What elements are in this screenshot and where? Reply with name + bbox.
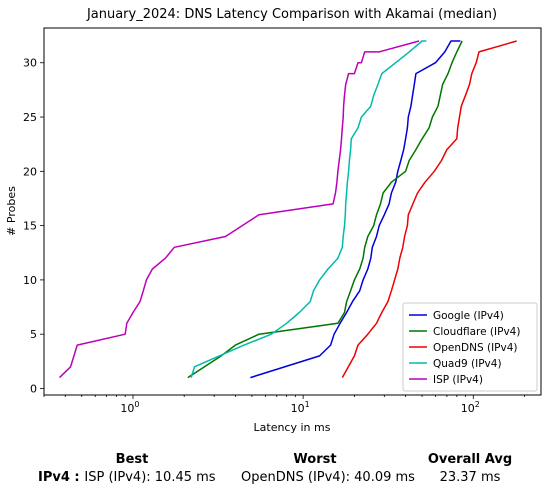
latency-chart: January_2024: DNS Latency Comparison wit…	[5, 7, 542, 434]
y-tick-label: 15	[23, 220, 37, 233]
x-tick-label: 102	[461, 400, 480, 415]
ipv4-row-label: IPv4 :	[38, 470, 80, 485]
series-line-opendns-ipv4	[341, 40, 517, 378]
avg-header: Overall Avg	[427, 452, 513, 467]
legend-label: Quad9 (IPv4)	[433, 358, 502, 370]
legend-label: Cloudflare (IPv4)	[433, 326, 520, 338]
chart-legend: Google (IPv4) Cloudflare (IPv4) OpenDNS (I…	[402, 302, 538, 392]
legend-label: Google (IPv4)	[433, 310, 504, 322]
y-tick-label: 30	[23, 57, 37, 70]
best-header: Best	[115, 452, 149, 467]
y-tick-label: 5	[30, 328, 37, 341]
legend-box	[402, 302, 538, 392]
legend-label: ISP (IPv4)	[433, 374, 483, 386]
series-line-cloudflare-ipv4	[187, 40, 463, 379]
summary-table: Best Worst Overall Avg IPv4 : ISP (IPv4)…	[0, 446, 548, 496]
plot-area	[43, 27, 542, 396]
y-tick-label: 25	[23, 111, 37, 124]
y-tick-label: 0	[30, 382, 37, 395]
avg-value: 23.37 ms	[439, 470, 501, 485]
x-tick-label: 101	[291, 400, 310, 415]
series-line-isp-ipv4	[58, 40, 420, 379]
series-line-quad9-ipv4	[190, 40, 427, 378]
worst-value: OpenDNS (IPv4): 40.09 ms	[241, 470, 415, 485]
x-tick-label: 100	[120, 400, 139, 415]
best-value: ISP (IPv4): 10.45 ms	[84, 470, 216, 485]
series-line-google-ipv4	[250, 40, 461, 379]
y-tick-label: 10	[23, 274, 37, 287]
axis-ticks: 100 101 102 0 5 10 15 20 25 30	[23, 57, 525, 415]
chart-title: January_2024: DNS Latency Comparison wit…	[86, 7, 497, 22]
y-tick-label: 20	[23, 165, 37, 178]
y-axis-label: # Probes	[5, 186, 18, 236]
worst-header: Worst	[293, 452, 337, 467]
x-axis-label: Latency in ms	[254, 421, 331, 434]
series-lines	[58, 40, 517, 379]
legend-label: OpenDNS (IPv4)	[433, 342, 518, 354]
